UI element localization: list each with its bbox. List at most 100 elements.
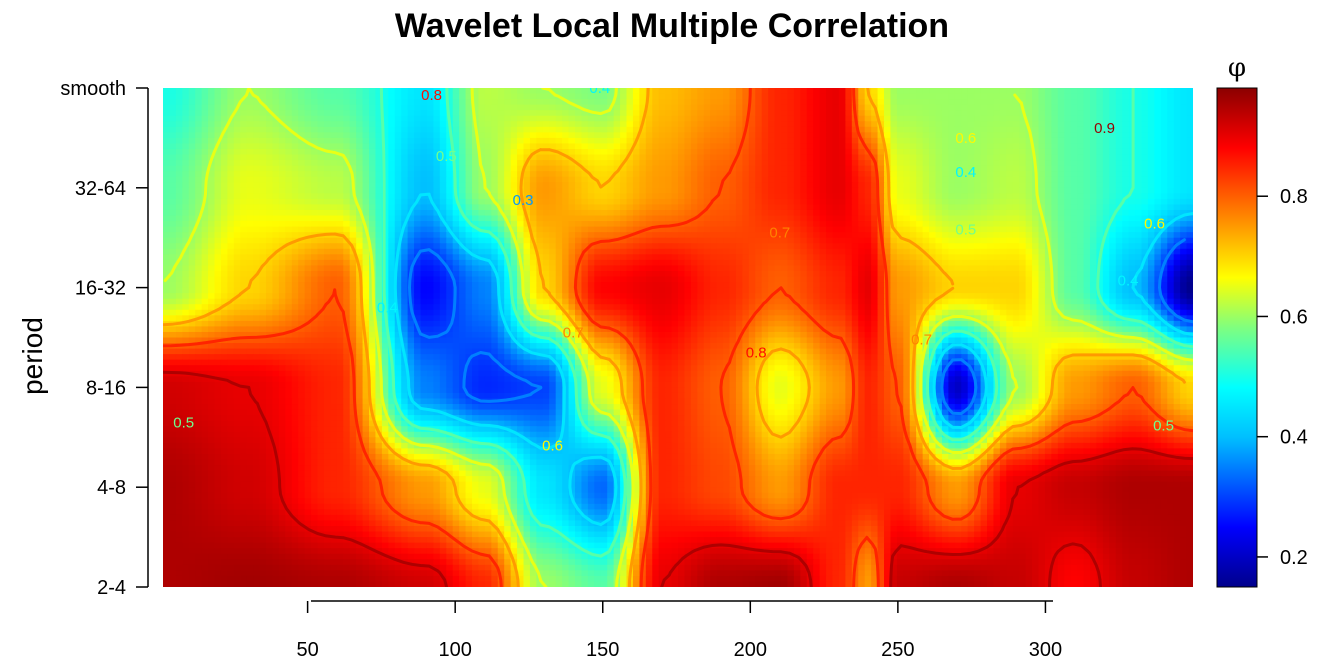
heatmap-cell — [941, 209, 949, 217]
heatmap-cell — [774, 187, 782, 194]
heatmap-cell — [220, 110, 228, 117]
heatmap-cell — [929, 160, 937, 167]
heatmap-cell — [761, 215, 769, 222]
heatmap-cell — [838, 93, 846, 100]
heatmap-cell — [407, 132, 415, 139]
heatmap-cell — [948, 204, 956, 211]
heatmap-cell — [562, 243, 570, 250]
heatmap-cell — [864, 209, 872, 217]
heatmap-cell — [600, 209, 608, 217]
heatmap-cell — [993, 215, 1001, 222]
heatmap-cell — [272, 143, 280, 150]
heatmap-cell — [227, 110, 235, 117]
heatmap-cell — [1096, 154, 1104, 161]
heatmap-cell — [684, 160, 692, 167]
heatmap-cell — [1038, 226, 1046, 233]
heatmap-cell — [1154, 248, 1162, 255]
heatmap-cell — [459, 165, 467, 172]
heatmap-cell — [491, 226, 499, 233]
heatmap-cell — [742, 198, 750, 206]
heatmap-cell — [523, 182, 531, 189]
heatmap-cell — [1038, 93, 1046, 100]
heatmap-cell — [401, 198, 409, 206]
heatmap-cell — [394, 115, 402, 122]
heatmap-cell — [909, 115, 917, 122]
heatmap-cell — [323, 104, 331, 111]
heatmap-cell — [220, 104, 228, 111]
heatmap-cell — [787, 171, 795, 178]
heatmap-cell — [529, 182, 537, 189]
heatmap-cell — [1109, 88, 1117, 95]
heatmap-cell — [742, 104, 750, 111]
heatmap-cell — [182, 88, 190, 95]
heatmap-cell — [658, 226, 666, 233]
heatmap-cell — [420, 143, 428, 150]
heatmap-cell — [658, 154, 666, 161]
heatmap-cell — [813, 226, 821, 233]
heatmap-cell — [317, 165, 325, 172]
heatmap-cell — [169, 104, 177, 111]
heatmap-cell — [1147, 221, 1155, 228]
heatmap-cell — [1032, 143, 1040, 150]
heatmap-cell — [652, 237, 660, 244]
heatmap-cell — [246, 171, 254, 178]
heatmap-cell — [813, 232, 821, 239]
heatmap-cell — [1096, 215, 1104, 222]
heatmap-cell — [916, 110, 924, 117]
heatmap-cell — [1051, 176, 1059, 183]
heatmap-cell — [922, 104, 930, 111]
heatmap-cell — [1122, 143, 1130, 150]
heatmap-cell — [1070, 182, 1078, 189]
heatmap-cell — [890, 171, 898, 178]
heatmap-cell — [1090, 115, 1098, 122]
heatmap-cell — [748, 193, 756, 200]
heatmap-cell — [1096, 193, 1104, 200]
heatmap-cell — [935, 110, 943, 117]
heatmap-cell — [1064, 204, 1072, 211]
heatmap-cell — [163, 143, 171, 150]
heatmap-cell — [388, 187, 396, 194]
heatmap-cell — [317, 259, 325, 267]
heatmap-cell — [581, 198, 589, 206]
heatmap-cell — [1180, 221, 1188, 228]
heatmap-cell — [311, 115, 319, 122]
heatmap-cell — [1032, 237, 1040, 244]
heatmap-cell — [864, 193, 872, 200]
heatmap-cell — [562, 143, 570, 150]
heatmap-cell — [594, 243, 602, 250]
heatmap-cell — [439, 143, 447, 150]
heatmap-cell — [188, 137, 196, 145]
heatmap-cell — [1186, 88, 1193, 95]
heatmap-cell — [941, 221, 949, 228]
heatmap-cell — [613, 165, 621, 172]
heatmap-cell — [678, 243, 686, 250]
heatmap-cell — [330, 154, 338, 161]
heatmap-cell — [426, 93, 434, 100]
heatmap-cell — [465, 93, 473, 100]
heatmap-cell — [826, 104, 834, 111]
heatmap-cell — [175, 110, 183, 117]
heatmap-cell — [336, 237, 344, 244]
heatmap-cell — [298, 209, 306, 217]
heatmap-cell — [266, 221, 274, 228]
heatmap-cell — [285, 204, 293, 211]
heatmap-cell — [227, 126, 235, 133]
heatmap-cell — [729, 171, 737, 178]
heatmap-cell — [497, 165, 505, 172]
heatmap-cell — [426, 110, 434, 117]
heatmap-cell — [877, 160, 885, 167]
heatmap-cell — [813, 154, 821, 161]
heatmap-cell — [838, 160, 846, 167]
heatmap-cell — [336, 209, 344, 217]
heatmap-cell — [1186, 226, 1193, 233]
heatmap-cell — [594, 232, 602, 239]
heatmap-cell — [600, 248, 608, 255]
heatmap-cell — [729, 115, 737, 122]
heatmap-cell — [961, 187, 969, 194]
heatmap-cell — [710, 187, 718, 194]
heatmap-cell — [838, 193, 846, 200]
heatmap-cell — [703, 104, 711, 111]
heatmap-cell — [568, 143, 576, 150]
heatmap-cell — [1167, 187, 1175, 194]
heatmap-cell — [1135, 193, 1143, 200]
